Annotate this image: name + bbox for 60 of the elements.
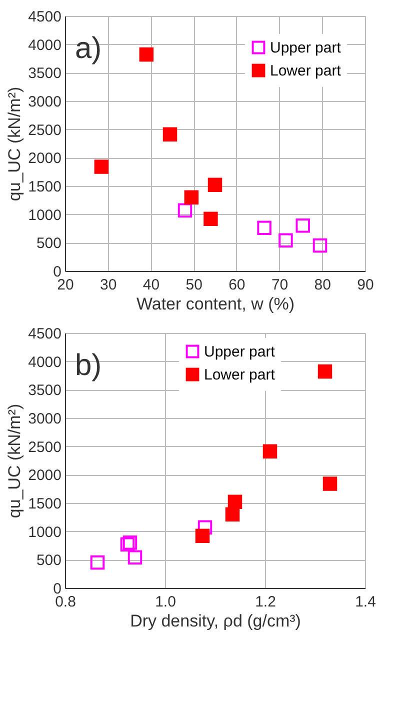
point: [122, 536, 138, 550]
point: [139, 47, 154, 62]
x-tick-label: 1.4: [355, 594, 376, 610]
point: [198, 520, 212, 534]
y-tick-label: 2000: [28, 467, 62, 484]
y-tick-label: 1000: [28, 206, 62, 224]
point: [204, 212, 218, 226]
x-tick-label: 1.2: [255, 594, 276, 610]
y-tick-label: 500: [36, 235, 62, 252]
x-axis-title: Dry density, ρd (g/cm³): [130, 612, 301, 630]
point: [184, 190, 199, 204]
point: [296, 218, 310, 233]
y-tick-label: 2500: [28, 122, 62, 139]
y-tick-label: 4000: [28, 354, 62, 371]
legend-label: Upper part: [270, 40, 342, 56]
point: [208, 178, 222, 192]
point: [262, 444, 278, 459]
legend-label: Lower part: [270, 62, 342, 80]
y-tick-label: 3500: [28, 382, 62, 400]
point: [318, 364, 332, 379]
point: [90, 555, 105, 570]
y-tick-label: 3000: [28, 94, 62, 110]
x-tick-label: 50: [186, 276, 202, 294]
y-tick-label: 3000: [28, 410, 62, 428]
annotation: b): [75, 349, 102, 382]
point: [120, 537, 135, 552]
y-tick-label: 2500: [28, 438, 62, 456]
y-axis-title: qu_UC (kN/m²): [5, 86, 24, 202]
point: [312, 238, 328, 253]
x-tick-label: 1.0: [155, 594, 176, 610]
point: [257, 220, 272, 236]
point: [322, 476, 338, 491]
x-tick-label: 60: [228, 276, 246, 294]
point: [228, 494, 242, 509]
legend-label: Upper part: [204, 344, 276, 360]
y-tick-label: 3500: [28, 65, 62, 82]
y-tick-label: 4000: [28, 36, 62, 54]
y-tick-label: 4500: [28, 326, 62, 342]
y-tick-label: 1000: [28, 524, 62, 541]
point: [178, 203, 192, 218]
y-tick-label: 4500: [28, 8, 62, 26]
annotation: a): [75, 32, 102, 65]
point: [128, 550, 142, 565]
legend-label: Lower part: [204, 366, 276, 384]
y-axis-title: qu_UC (kN/m²): [5, 404, 24, 518]
x-tick-label: 70: [271, 276, 288, 294]
x-tick-label: 40: [142, 276, 160, 294]
y-tick-label: 500: [36, 552, 62, 570]
y-tick-label: 2000: [28, 150, 62, 168]
point: [94, 160, 109, 174]
point: [225, 507, 240, 522]
x-tick-label: 80: [314, 276, 331, 294]
point: [162, 127, 178, 142]
point: [195, 528, 210, 543]
x-tick-label: 90: [357, 276, 374, 294]
x-tick-label: 30: [100, 276, 117, 294]
y-tick-label: 1500: [28, 496, 62, 512]
x-axis-title: Water content, w (%): [136, 294, 295, 314]
y-tick-label: 1500: [28, 178, 62, 196]
point: [278, 233, 293, 248]
